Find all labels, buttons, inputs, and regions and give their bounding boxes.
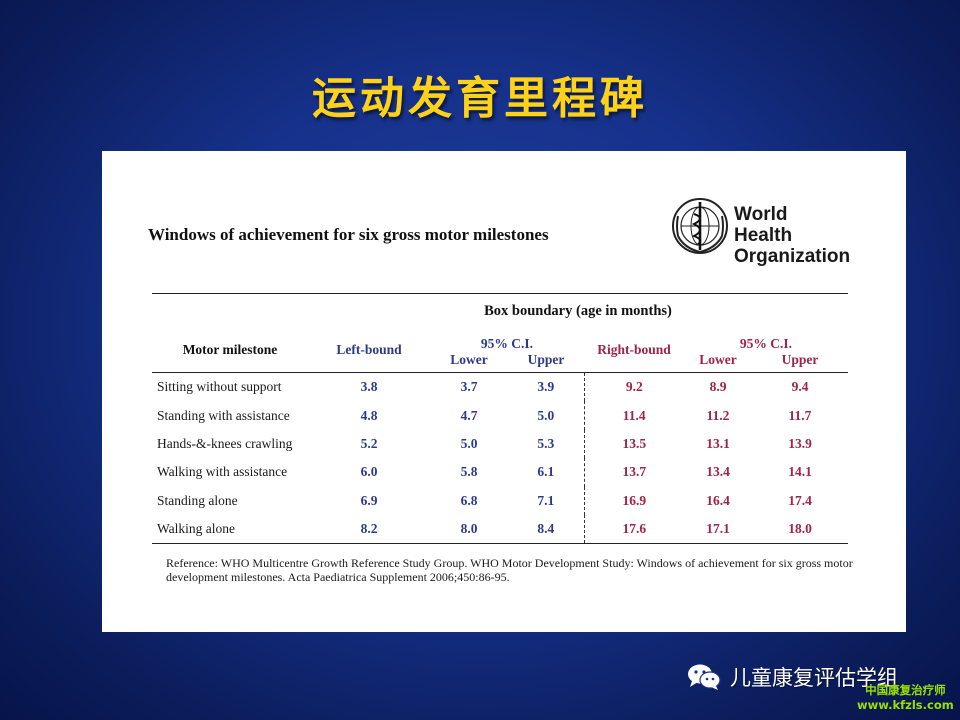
left-lower-value: 5.8	[460, 464, 478, 480]
who-emblem-icon	[672, 198, 728, 254]
right-upper-value: 17.4	[788, 492, 812, 508]
left-lower-value: 3.7	[460, 379, 478, 395]
left-upper-value: 5.0	[537, 407, 555, 423]
milestone-name: Standing with assistance	[157, 407, 290, 423]
right-lower-value: 16.4	[706, 492, 730, 508]
card-heading: Windows of achievement for six gross mot…	[148, 225, 549, 244]
wechat-badge: 儿童康复评估学组	[686, 662, 898, 692]
left-upper-value: 8.4	[537, 521, 555, 537]
table-row: Standing with assistance 4.8 4.7 5.0 11.…	[152, 401, 848, 430]
table-group-header: Box boundary (age in months)	[484, 302, 672, 319]
right-bound-value: 17.6	[583, 514, 684, 544]
content-card: Windows of achievement for six gross mot…	[102, 151, 906, 632]
left-bound-value: 6.9	[360, 492, 378, 508]
table-row: Walking with assistance 6.0 5.8 6.1 13.7…	[152, 458, 848, 487]
left-bound-value: 6.0	[360, 464, 378, 480]
right-bound-value: 11.4	[583, 401, 684, 430]
watermark-line1: 中国康复治疗师	[865, 683, 946, 697]
right-lower-value: 13.1	[706, 435, 730, 451]
right-upper-value: 11.7	[788, 407, 812, 423]
who-logo-line1: World Health	[734, 204, 793, 246]
right-lower-value: 8.9	[709, 379, 727, 395]
milestone-name: Walking alone	[157, 521, 236, 537]
right-bound-value: 16.9	[583, 486, 684, 515]
table-row: Hands-&-knees crawling 5.2 5.0 5.3 13.5 …	[152, 429, 848, 459]
milestones-table: Box boundary (age in months) Motor miles…	[152, 293, 848, 545]
left-bound-value: 3.8	[360, 379, 378, 395]
right-lower-value: 17.1	[706, 521, 730, 537]
header-left-ci: 95% C.I.	[480, 336, 534, 351]
left-lower-value: 5.0	[460, 435, 478, 451]
header-right-lower: Lower	[684, 352, 752, 373]
right-bound-value: 13.7	[583, 458, 684, 487]
left-bound-value: 4.8	[360, 407, 378, 423]
watermark-line2: www.kfzls.com	[857, 698, 954, 712]
header-right-ci: 95% C.I.	[739, 336, 793, 351]
left-bound-value: 5.2	[360, 435, 378, 451]
milestone-name: Sitting without support	[157, 379, 282, 395]
right-upper-value: 18.0	[788, 521, 812, 537]
milestone-name: Walking with assistance	[157, 464, 288, 480]
header-left-upper: Upper	[508, 352, 584, 373]
who-logo-line2: Organization	[734, 246, 851, 267]
right-bound-value: 13.5	[583, 429, 684, 459]
right-bound-value: 9.2	[583, 372, 684, 402]
table-row: Sitting without support 3.8 3.7 3.9 9.2 …	[152, 372, 848, 402]
right-lower-value: 11.2	[706, 407, 730, 423]
left-upper-value: 7.1	[537, 492, 555, 508]
milestone-name: Standing alone	[157, 492, 238, 508]
milestone-name: Hands-&-knees crawling	[157, 435, 293, 451]
header-left-bound: Left-bound	[308, 328, 430, 373]
wechat-account-name: 儿童康复评估学组	[730, 666, 898, 690]
reference-note: Reference: WHO Multicentre Growth Refere…	[166, 556, 853, 584]
left-bound-value: 8.2	[360, 521, 378, 537]
who-logo: World Health Organization	[670, 196, 850, 267]
table-row: Standing alone 6.9 6.8 7.1 16.9 16.4 17.…	[152, 486, 848, 515]
right-upper-value: 14.1	[788, 464, 812, 480]
right-upper-value: 9.4	[791, 379, 809, 395]
header-right-upper: Upper	[752, 352, 848, 373]
left-upper-value: 5.3	[537, 435, 555, 451]
wechat-icon	[688, 664, 721, 690]
table-row: Walking alone 8.2 8.0 8.4 17.6 17.1 18.0	[152, 514, 848, 544]
header-right-bound: Right-bound	[584, 328, 684, 373]
left-lower-value: 6.8	[460, 492, 478, 508]
right-upper-value: 13.9	[788, 435, 812, 451]
left-upper-value: 6.1	[537, 464, 555, 480]
slide-title: 运动发育里程碑	[312, 73, 648, 124]
left-upper-value: 3.9	[537, 379, 555, 395]
site-watermark: 中国康复治疗师 www.kfzls.com	[857, 683, 954, 713]
header-motor-milestone: Motor milestone	[152, 328, 308, 373]
left-lower-value: 4.7	[460, 407, 478, 423]
left-lower-value: 8.0	[460, 521, 478, 537]
header-left-lower: Lower	[430, 352, 508, 373]
right-lower-value: 13.4	[706, 464, 730, 480]
